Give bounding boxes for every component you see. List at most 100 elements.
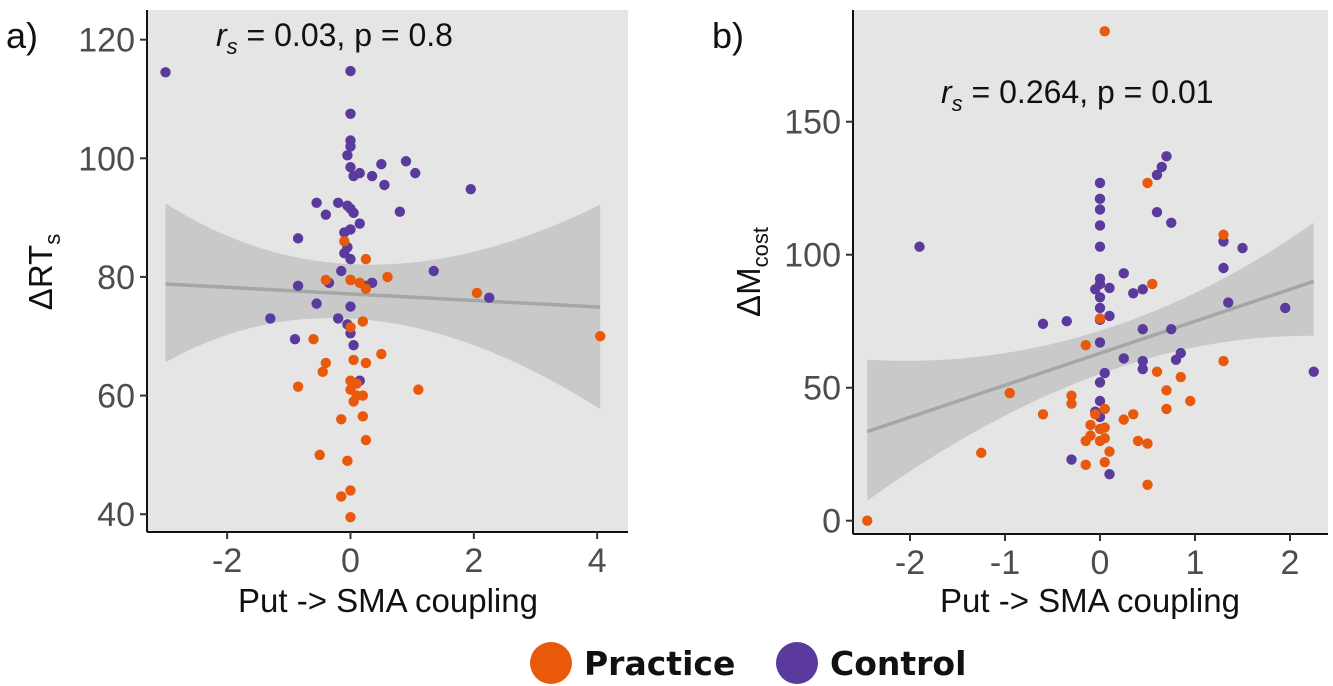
data-point-practice xyxy=(345,322,356,333)
data-point-control xyxy=(345,141,356,152)
series-practice xyxy=(862,26,1229,526)
data-point-control xyxy=(1137,323,1148,335)
data-point-practice xyxy=(317,366,328,378)
data-point-control xyxy=(332,313,344,324)
series-practice xyxy=(292,236,606,523)
annotation-s: s xyxy=(952,91,963,116)
data-point-control xyxy=(311,197,322,208)
legend-marker-practice xyxy=(530,642,572,684)
data-point-control xyxy=(1175,347,1186,359)
data-point-practice xyxy=(1090,409,1101,420)
data-point-control xyxy=(1094,377,1106,388)
data-point-control xyxy=(1104,282,1115,294)
data-point-practice xyxy=(360,434,372,446)
data-point-practice xyxy=(1104,446,1115,457)
y-tick-label: 150 xyxy=(784,104,841,142)
x-tick-label: 0 xyxy=(1091,544,1110,582)
data-point-practice xyxy=(339,236,350,247)
panel-label: a) xyxy=(6,15,38,56)
data-point-practice xyxy=(1132,435,1144,447)
data-point-practice xyxy=(348,354,359,366)
data-point-practice xyxy=(1147,278,1158,290)
legend-item-control: Control xyxy=(776,642,966,684)
y-tick-label: 40 xyxy=(97,496,135,534)
data-point-practice xyxy=(862,515,873,526)
data-point-control xyxy=(1066,454,1077,465)
y-axis-label: ΔMcost xyxy=(730,227,773,317)
x-axis-label: Put -> SMA coupling xyxy=(940,582,1240,619)
data-point-control xyxy=(1218,262,1229,274)
x-tick-label: 1 xyxy=(1186,544,1205,582)
data-point-control xyxy=(484,292,495,303)
y-tick-label: 100 xyxy=(78,140,135,178)
data-point-practice xyxy=(360,357,372,369)
data-point-practice xyxy=(1118,414,1129,425)
data-point-practice xyxy=(1099,26,1110,37)
x-tick-label: 0 xyxy=(341,542,360,580)
data-point-practice xyxy=(1037,409,1049,420)
data-point-practice xyxy=(1185,395,1196,407)
data-point-practice xyxy=(382,271,393,283)
data-point-control xyxy=(1151,206,1163,218)
data-point-control xyxy=(320,209,332,220)
data-point-practice xyxy=(1161,385,1172,396)
data-point-practice xyxy=(345,511,356,523)
y-tick-label: 60 xyxy=(97,378,135,416)
data-point-practice xyxy=(1099,403,1110,415)
data-point-control xyxy=(354,218,365,229)
data-point-practice xyxy=(1128,409,1139,420)
data-point-control xyxy=(265,313,276,324)
data-point-control xyxy=(1094,337,1106,348)
y-tick-label: 120 xyxy=(78,22,135,60)
data-point-control xyxy=(1094,302,1106,314)
data-point-control xyxy=(1099,367,1110,379)
x-tick-label: -2 xyxy=(212,542,242,580)
annotation-value: = 0.03, p = 0.8 xyxy=(238,17,453,53)
data-point-practice xyxy=(1080,339,1091,351)
data-point-control xyxy=(342,150,353,161)
data-point-control xyxy=(1166,217,1177,228)
data-point-control xyxy=(1061,316,1072,327)
data-point-practice xyxy=(336,491,347,502)
data-point-control xyxy=(366,170,378,182)
x-tick-label: -2 xyxy=(895,544,925,582)
data-point-control xyxy=(348,207,359,219)
annotation-s: s xyxy=(227,34,238,59)
data-point-practice xyxy=(292,381,304,392)
y-axis-label-main: ΔRT xyxy=(22,245,59,310)
chart-panel-b: 0 50 100 150 -2 -1 0 1 2 Put -> SMA coupling ΔMcos… xyxy=(712,10,1328,619)
data-point-control xyxy=(339,227,350,238)
data-point-control xyxy=(914,241,925,252)
data-point-control xyxy=(1166,323,1177,335)
annotation-r: r xyxy=(216,17,228,53)
data-point-control xyxy=(1094,177,1106,189)
data-point-control xyxy=(1090,284,1101,295)
data-point-practice xyxy=(1142,177,1153,189)
x-axis-label: Put -> SMA coupling xyxy=(238,582,538,619)
data-point-control xyxy=(311,298,322,309)
annotation-value: = 0.264, p = 0.01 xyxy=(963,74,1214,110)
x-tick-label: -1 xyxy=(990,544,1020,582)
data-point-practice xyxy=(1099,433,1110,444)
legend-label-practice: Practice xyxy=(584,643,736,683)
data-point-control xyxy=(1094,292,1106,303)
data-point-control xyxy=(1137,284,1148,295)
data-point-control xyxy=(1104,468,1115,480)
data-point-practice xyxy=(1085,419,1096,431)
data-point-control xyxy=(1156,161,1167,173)
data-point-control xyxy=(348,339,359,351)
data-point-practice xyxy=(413,384,424,395)
legend: Practice Control xyxy=(0,636,1333,686)
data-point-control xyxy=(376,159,387,170)
data-point-control xyxy=(292,280,304,292)
data-point-control xyxy=(394,206,406,217)
data-point-practice xyxy=(1175,371,1186,383)
y-axis-label-sub: s xyxy=(40,234,65,245)
data-point-control xyxy=(1094,193,1106,205)
data-point-practice xyxy=(1142,438,1153,449)
y-tick-label: 0 xyxy=(822,503,841,541)
data-point-practice xyxy=(1218,355,1229,367)
data-point-practice xyxy=(376,348,387,360)
confidence-band xyxy=(867,222,1314,501)
